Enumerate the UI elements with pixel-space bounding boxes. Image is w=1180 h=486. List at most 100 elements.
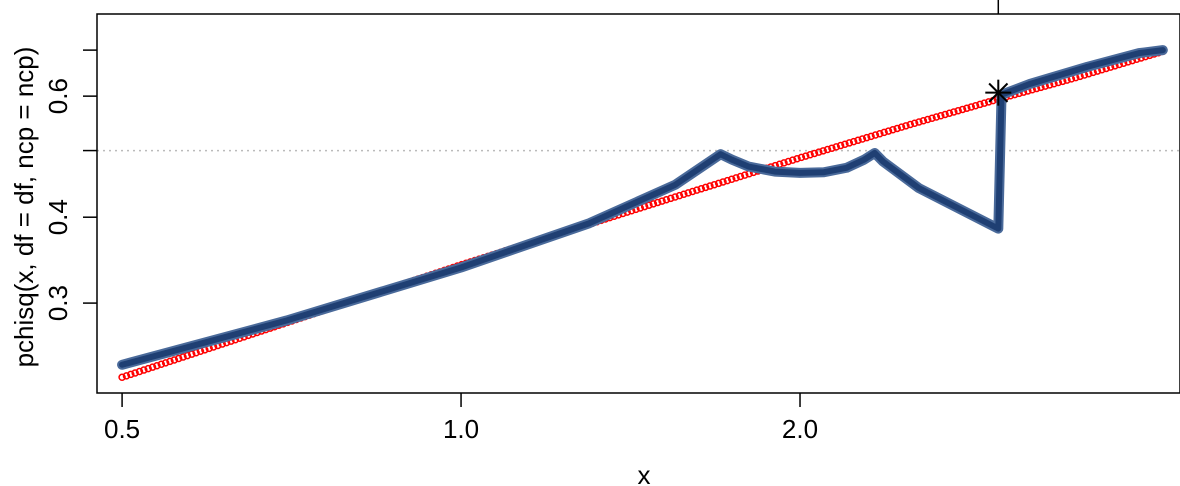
series-1-point bbox=[671, 193, 679, 201]
series-1-point bbox=[662, 195, 671, 204]
y-tick-label: 0.6 bbox=[43, 78, 73, 114]
series-1-point bbox=[706, 182, 714, 190]
series-1-point bbox=[902, 122, 910, 130]
series-1-point bbox=[932, 113, 941, 121]
series-1-point bbox=[828, 144, 836, 152]
series-1-point bbox=[941, 110, 949, 119]
series-1-point bbox=[845, 139, 854, 147]
series-1-point bbox=[127, 370, 135, 379]
x-tick-label: 0.5 bbox=[104, 414, 140, 444]
series-1-point bbox=[135, 367, 144, 376]
series-1-point bbox=[157, 360, 166, 369]
series-1-point bbox=[906, 120, 915, 129]
series-1-point bbox=[166, 357, 174, 366]
series-1-point bbox=[161, 359, 170, 367]
series-1-point bbox=[170, 356, 179, 364]
series-1-point bbox=[889, 126, 897, 134]
series-1-point bbox=[849, 137, 858, 146]
series-1-point bbox=[954, 106, 962, 115]
series-1-point bbox=[667, 194, 675, 203]
series-1-point bbox=[806, 151, 814, 159]
series-1-point bbox=[802, 152, 810, 160]
series-1-point bbox=[963, 104, 971, 112]
series-1-point bbox=[945, 109, 954, 117]
series-1-point bbox=[854, 136, 862, 145]
series-1-point bbox=[741, 171, 749, 179]
series-1-point bbox=[897, 123, 906, 131]
y-tick-label: 0.3 bbox=[43, 285, 73, 321]
series-2-line bbox=[119, 47, 1166, 368]
series-1-point bbox=[984, 98, 993, 106]
series-1-point bbox=[140, 366, 148, 374]
series-1-point bbox=[784, 157, 793, 166]
series-1-point bbox=[788, 156, 797, 164]
series-1-point bbox=[867, 132, 875, 141]
series-1-point bbox=[810, 149, 819, 158]
x-axis-label: x bbox=[638, 460, 651, 486]
asterisk-marker bbox=[985, 79, 1012, 106]
series-1-point bbox=[819, 147, 827, 155]
series-1-point bbox=[797, 153, 806, 162]
series-1-point bbox=[675, 191, 684, 200]
x-tick-label: 2.0 bbox=[782, 414, 818, 444]
series-1-point bbox=[183, 351, 192, 360]
series-1-point bbox=[858, 135, 867, 143]
y-tick-label: 0.4 bbox=[43, 199, 73, 235]
series-1-point bbox=[684, 189, 692, 197]
series-1-point bbox=[793, 155, 801, 163]
series-1-point bbox=[645, 201, 653, 209]
series-1-point bbox=[923, 115, 932, 124]
series-1-point bbox=[884, 127, 893, 135]
series-1-point bbox=[680, 190, 688, 198]
series-1-point bbox=[862, 133, 871, 142]
series-1-point bbox=[976, 100, 984, 109]
series-1-point bbox=[732, 174, 740, 182]
series-1-point bbox=[653, 198, 662, 207]
series-1-point bbox=[950, 108, 958, 116]
series-1-point bbox=[649, 200, 658, 208]
series-1-point bbox=[823, 145, 832, 154]
series-1-point bbox=[701, 183, 710, 192]
series-1-point bbox=[915, 118, 923, 126]
series-1-point bbox=[880, 128, 888, 137]
series-1-point bbox=[841, 140, 849, 148]
series-1-point bbox=[958, 105, 967, 114]
x-tick-label: 1.0 bbox=[443, 414, 479, 444]
series-1-point bbox=[693, 186, 701, 194]
series-1-point bbox=[780, 159, 788, 167]
series-1-point bbox=[697, 185, 705, 193]
y-axis-label: pchisq(x, df = df, ncp = ncp) bbox=[9, 47, 39, 368]
series-1-point bbox=[658, 197, 666, 205]
series-1-point bbox=[815, 148, 823, 156]
series-1-point bbox=[710, 180, 719, 189]
series-1-point bbox=[928, 114, 936, 122]
plot-frame bbox=[96, 13, 1180, 394]
series-1-point bbox=[723, 176, 732, 185]
series-1-point bbox=[727, 175, 736, 183]
series-1-point bbox=[893, 124, 901, 133]
series-1-point bbox=[174, 354, 183, 363]
series-1-point bbox=[937, 111, 945, 120]
series-1-point bbox=[971, 101, 980, 110]
series-1-point bbox=[967, 103, 975, 111]
series-1-point bbox=[148, 363, 157, 371]
series-1-point bbox=[179, 353, 187, 361]
series-1-point bbox=[122, 372, 131, 380]
series-1-point bbox=[919, 117, 928, 125]
series-1-point bbox=[832, 143, 840, 151]
series-1-point bbox=[836, 141, 845, 150]
series-1-point bbox=[688, 187, 697, 196]
series-1-point bbox=[131, 369, 139, 377]
series-1-point bbox=[980, 99, 989, 107]
series-1-point bbox=[144, 364, 152, 373]
series-1-point bbox=[871, 131, 880, 139]
series-1-point bbox=[714, 179, 723, 188]
series-1-point bbox=[876, 129, 884, 138]
series-1-point bbox=[910, 119, 919, 128]
series-1-point bbox=[118, 373, 126, 382]
asterisk-stroke bbox=[988, 82, 1009, 103]
series-1-point bbox=[719, 178, 727, 186]
series-1-point bbox=[153, 361, 161, 370]
